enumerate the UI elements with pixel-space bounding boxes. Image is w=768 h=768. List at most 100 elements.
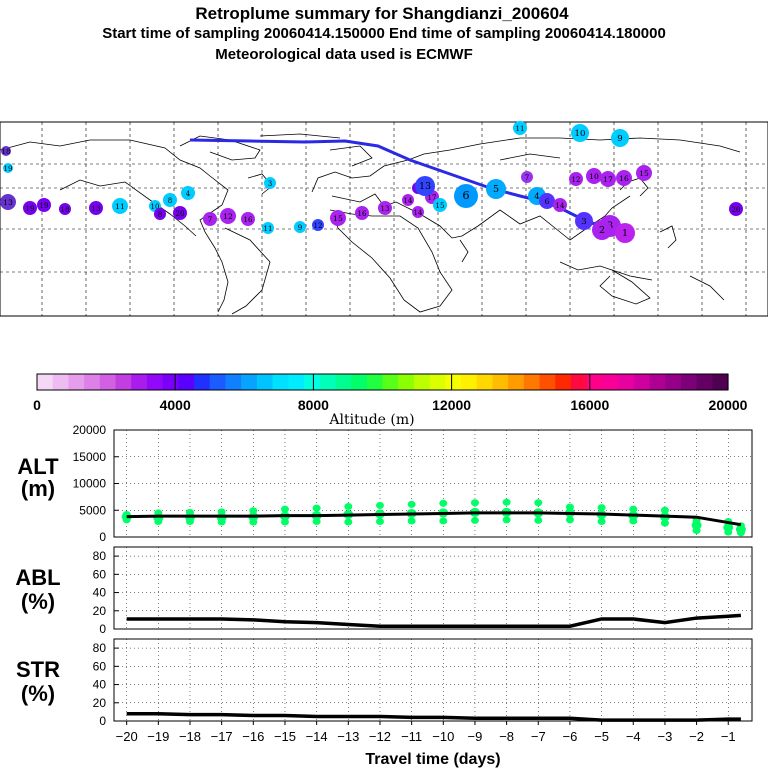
plume-marker-label: 4 bbox=[186, 190, 191, 198]
plume-marker-label: 16 bbox=[619, 174, 629, 183]
coastline-segment bbox=[259, 133, 341, 139]
plume-marker: 13 bbox=[378, 201, 392, 215]
plume-marker-label: 20 bbox=[176, 210, 185, 218]
panel-xtick-label: −13 bbox=[337, 729, 359, 744]
plume-marker-dot bbox=[415, 176, 435, 196]
colorbar-xlabel: Altitude (m) bbox=[328, 412, 414, 428]
panel-ytick-label: 10000 bbox=[73, 477, 107, 491]
plume-marker-dot bbox=[616, 170, 632, 186]
altitude-cloud-point bbox=[723, 522, 734, 532]
plume-marker-dot bbox=[203, 212, 217, 226]
altitude-cloud-point bbox=[312, 504, 321, 512]
altitude-cloud-point bbox=[312, 517, 321, 525]
colorbar-tick-label: 20000 bbox=[709, 397, 748, 413]
plume-marker: 20 bbox=[173, 206, 187, 220]
altitude-cloud-point bbox=[375, 517, 384, 525]
plume-marker-label: 14 bbox=[404, 197, 413, 205]
plume-marker-label: 2 bbox=[599, 225, 605, 236]
plume-marker-label: 10 bbox=[151, 203, 160, 211]
plume-marker-dot bbox=[23, 201, 37, 215]
colorbar-swatch bbox=[492, 374, 509, 390]
plume-marker-dot bbox=[59, 203, 71, 215]
altitude-cloud-point bbox=[407, 517, 416, 525]
altitude-cloud-point bbox=[249, 507, 258, 515]
plume-marker-dot bbox=[586, 168, 602, 184]
colorbar-tick-label: 12000 bbox=[432, 397, 471, 413]
altitude-cloud-point bbox=[217, 508, 226, 516]
colorbar-swatch bbox=[225, 374, 242, 390]
altitude-cloud-point bbox=[344, 518, 353, 526]
panel-ytick-label: 20000 bbox=[73, 423, 107, 437]
plume-marker-dot bbox=[37, 198, 51, 212]
colorbar-swatch bbox=[194, 374, 211, 390]
coastline-segment bbox=[559, 261, 653, 281]
coastline-segment bbox=[0, 139, 229, 313]
panel-xtick-label: −10 bbox=[432, 729, 454, 744]
panel-ylabel-line1: STR bbox=[16, 657, 60, 682]
abl-panel-frame bbox=[113, 546, 753, 630]
plume-marker-label: 3 bbox=[268, 180, 272, 188]
plume-marker-label: 13 bbox=[92, 205, 101, 213]
panel-xtick-label: −5 bbox=[594, 729, 609, 744]
colorbar-swatch bbox=[288, 374, 305, 390]
str-panel-frame bbox=[113, 638, 753, 722]
colorbar-swatch bbox=[366, 374, 384, 390]
sampling-times: Start time of sampling 20060414.150000 E… bbox=[102, 25, 666, 42]
plume-marker-label: 12 bbox=[572, 176, 581, 184]
plume-marker: 19 bbox=[23, 201, 37, 215]
plume-marker: 10 bbox=[571, 124, 589, 142]
plume-marker-dot bbox=[1, 146, 11, 156]
plume-marker-label: 9 bbox=[298, 224, 302, 232]
altitude-cloud-point bbox=[502, 498, 511, 506]
panel-ytick-label: 0 bbox=[99, 622, 106, 636]
plume-marker: 3 bbox=[264, 177, 276, 189]
panel-ytick-label: 0 bbox=[99, 530, 106, 544]
panel-ytick-label: 80 bbox=[93, 641, 107, 655]
colorbar-swatch bbox=[508, 374, 525, 390]
plume-marker-dot bbox=[312, 219, 324, 231]
plume-marker-label: 14 bbox=[556, 202, 565, 210]
plume-marker-label: 8 bbox=[168, 197, 172, 205]
plume-marker-label: 8 bbox=[158, 211, 162, 219]
colorbar-swatch bbox=[398, 374, 415, 390]
colorbar-swatch bbox=[335, 374, 352, 390]
plume-marker: 9 bbox=[294, 221, 306, 233]
colorbar-swatch bbox=[303, 374, 321, 390]
plume-marker-label: 11 bbox=[264, 225, 273, 233]
altitude-cloud-point bbox=[439, 499, 448, 507]
plume-marker: 9 bbox=[611, 129, 629, 147]
colorbar-swatch bbox=[115, 374, 132, 390]
plume-marker-label: 12 bbox=[314, 222, 323, 230]
colorbar-swatch bbox=[131, 374, 148, 390]
colorbar-swatch bbox=[319, 374, 336, 390]
altitude-cloud-point bbox=[534, 499, 543, 507]
colorbar-swatch bbox=[712, 374, 729, 390]
colorbar-swatch bbox=[99, 374, 117, 390]
plume-marker-dot bbox=[264, 177, 276, 189]
plume-marker: 11 bbox=[112, 198, 128, 214]
plume-marker-label: 17 bbox=[603, 175, 613, 184]
plume-marker-dot bbox=[294, 221, 306, 233]
plume-marker-dot bbox=[454, 184, 478, 208]
plume-marker: 13 bbox=[0, 194, 16, 210]
plume-marker-label: 3 bbox=[581, 217, 586, 227]
plume-marker-dot bbox=[355, 206, 369, 220]
plume-marker-label: 4 bbox=[534, 192, 540, 202]
altitude-cloud-point bbox=[597, 517, 606, 525]
plume-marker: 2 bbox=[592, 220, 612, 240]
plume-marker-label: 10 bbox=[589, 172, 599, 181]
colorbar-swatch bbox=[272, 374, 289, 390]
colorbar-swatch bbox=[696, 374, 713, 390]
plume-marker-label: 1 bbox=[622, 228, 628, 239]
colorbar-swatch bbox=[476, 374, 494, 390]
coastline-segment bbox=[459, 239, 469, 263]
mean-altitude-line bbox=[126, 511, 742, 527]
plume-marker: 19 bbox=[37, 198, 51, 212]
altitude-cloud-point bbox=[534, 516, 543, 524]
plume-marker: 14 bbox=[412, 206, 424, 218]
plume-marker: 7 bbox=[521, 171, 533, 183]
plume-marker-dot bbox=[163, 193, 177, 207]
colorbar-swatch bbox=[52, 374, 70, 390]
coastline-segment bbox=[329, 209, 453, 313]
